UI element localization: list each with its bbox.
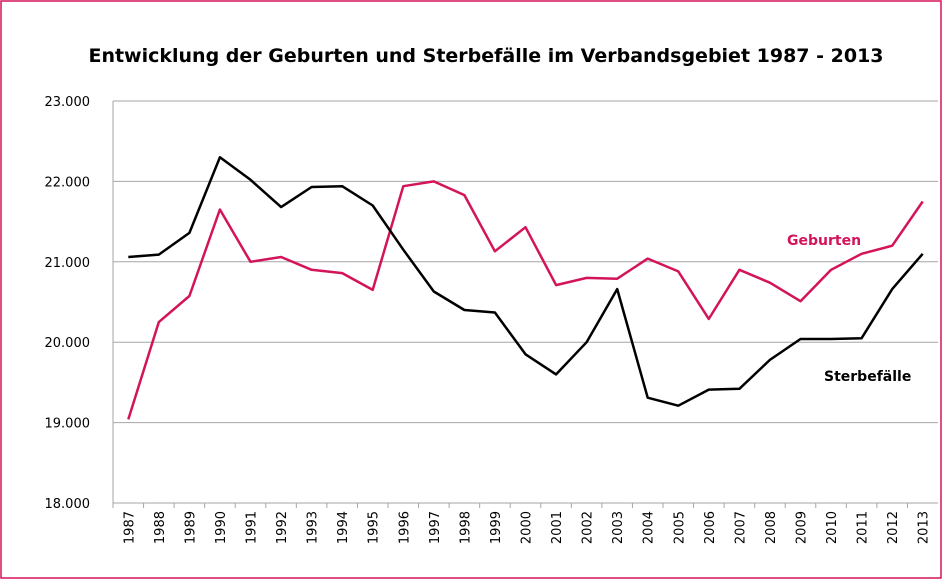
x-tick-label: 1999 <box>489 511 504 544</box>
series-line <box>128 156 924 407</box>
x-tick-label: 2011 <box>856 511 871 544</box>
x-tick-label: 1988 <box>153 511 168 544</box>
x-tick-label: 2012 <box>886 511 901 544</box>
x-tick-label: 2008 <box>764 511 779 544</box>
x-tick-label: 1996 <box>397 511 412 544</box>
y-tick-label: 21.000 <box>45 256 91 271</box>
x-tick-label: 2000 <box>520 511 535 544</box>
x-tick-label: 1994 <box>336 511 351 544</box>
series-label: Sterbefälle <box>824 369 911 385</box>
x-tick-label: 1991 <box>245 511 260 544</box>
y-tick-label: 20.000 <box>45 336 91 351</box>
x-tick-label: 2010 <box>825 511 840 544</box>
x-tick-label: 1989 <box>183 511 198 544</box>
x-tick-label: 2009 <box>795 511 810 544</box>
x-tick-label: 2003 <box>611 511 626 544</box>
x-tick-label: 1992 <box>275 511 290 544</box>
series-label: Geburten <box>787 233 861 249</box>
x-tick-label: 2002 <box>581 511 596 544</box>
chart-title: Entwicklung der Geburten und Sterbefälle… <box>88 45 883 67</box>
x-tick-label: 2006 <box>703 511 718 544</box>
x-tick-label: 1998 <box>458 511 473 544</box>
x-tick-label: 1993 <box>306 511 321 544</box>
plot: Geburten Sterbefälle <box>127 156 924 420</box>
y-tick-label: 19.000 <box>45 417 91 432</box>
x-tick-label: 2007 <box>733 511 748 544</box>
x-tick-label: 2013 <box>917 511 932 544</box>
y-tick-label: 23.000 <box>45 95 91 110</box>
x-tick-label: 1990 <box>214 511 229 544</box>
x-tick-label: 1995 <box>367 511 382 544</box>
y-tick-label: 22.000 <box>45 175 91 190</box>
y-tick-label: 18.000 <box>45 497 91 512</box>
x-tick-label: 2001 <box>550 511 565 544</box>
x-tick-label: 1987 <box>122 511 137 544</box>
x-tick-label: 2005 <box>672 511 687 544</box>
series-line <box>127 180 924 420</box>
x-tick-label: 1997 <box>428 511 443 544</box>
x-tick-label: 2004 <box>642 511 657 544</box>
